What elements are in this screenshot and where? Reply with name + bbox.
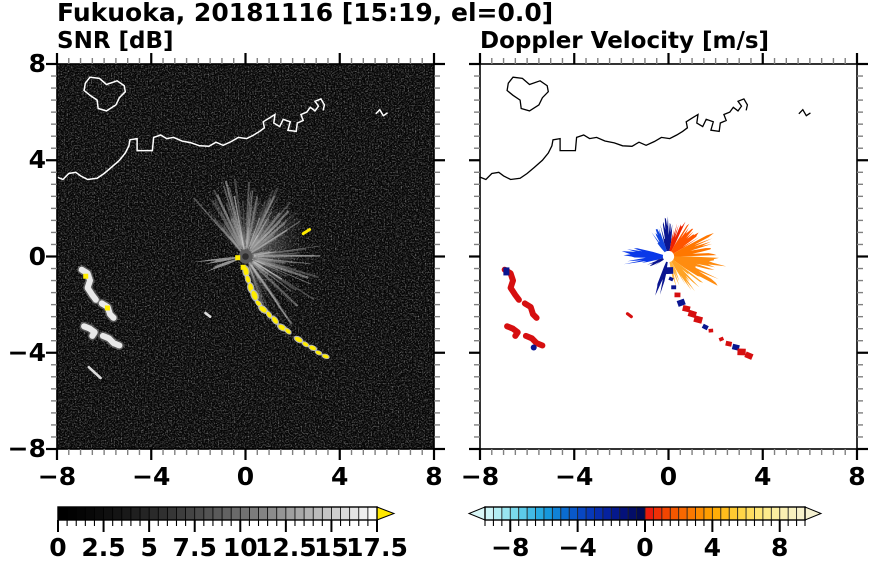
panel-title-vel: Doppler Velocity [m/s] bbox=[480, 28, 770, 54]
vel-colorbar-label: 0 bbox=[636, 533, 654, 562]
velocity-wedge bbox=[660, 216, 673, 257]
snr-colorbar-label: 2.5 bbox=[81, 533, 126, 562]
y-tick-label: −8 bbox=[7, 434, 46, 463]
coastline-main bbox=[56, 97, 326, 181]
panel-title-snr: SNR [dB] bbox=[57, 28, 174, 54]
velocity-wedge bbox=[647, 256, 669, 267]
velocity-wedges bbox=[621, 216, 727, 296]
snr-colorbar-label: 5 bbox=[140, 533, 158, 562]
coastline-main bbox=[479, 98, 749, 181]
velocity-wedge bbox=[668, 256, 727, 286]
panel-ticks bbox=[469, 53, 868, 460]
velocity-wedge bbox=[655, 256, 669, 296]
coastline-fragment bbox=[798, 108, 811, 117]
vel-echo-trail bbox=[664, 267, 754, 360]
x-tick-label-vel: −8 bbox=[460, 462, 500, 491]
x-tick-label-vel: 0 bbox=[659, 462, 678, 491]
snr-colorbar bbox=[57, 506, 396, 532]
coastline bbox=[479, 76, 811, 181]
left-wedge bbox=[192, 256, 246, 265]
vel-colorbar-label: −8 bbox=[491, 533, 530, 562]
snr-over-arrow bbox=[376, 506, 396, 521]
snr-colorbar-label: 12.5 bbox=[255, 533, 317, 562]
colorbars bbox=[57, 506, 823, 532]
y-tick-label: 8 bbox=[28, 49, 46, 78]
y-tick-label: 4 bbox=[28, 145, 46, 175]
figure-title: Fukuoka, 20181116 [15:19, el=0.0] bbox=[57, 0, 554, 27]
snr-colorbar-label: 0 bbox=[49, 533, 67, 562]
x-tick-label-snr: −8 bbox=[37, 462, 77, 491]
vel-colorbar-label: 4 bbox=[703, 533, 722, 562]
radar-center-hole bbox=[662, 250, 675, 263]
vel-colorbar-label: 8 bbox=[771, 533, 789, 562]
velocity-wedge bbox=[621, 248, 669, 265]
velocity-wedge bbox=[668, 221, 686, 257]
snr-colorbar-label: 10 bbox=[222, 533, 258, 562]
coastline bbox=[56, 76, 388, 181]
velocity-wedge bbox=[651, 228, 669, 257]
vel-colorbar bbox=[467, 506, 823, 532]
snr-colorbar-label: 17.5 bbox=[346, 533, 408, 562]
coastline-fragment bbox=[375, 108, 388, 117]
coastline-island bbox=[506, 76, 550, 112]
x-tick-label-vel: −4 bbox=[555, 462, 594, 491]
x-tick-label-vel: 8 bbox=[848, 462, 866, 491]
coastline-island bbox=[83, 76, 127, 112]
velocity-wedge bbox=[668, 233, 717, 257]
snr-colorbar-label: 7.5 bbox=[172, 533, 217, 562]
velocity-wedge bbox=[668, 256, 680, 288]
vel-under-arrow bbox=[467, 506, 486, 521]
y-tick-label: 0 bbox=[28, 241, 46, 271]
y-tick-label: −4 bbox=[7, 337, 46, 367]
panel-ticks bbox=[46, 53, 445, 460]
x-tick-label-snr: 4 bbox=[331, 462, 349, 491]
x-tick-label-vel: 4 bbox=[754, 462, 772, 491]
snr-echo-blobs bbox=[77, 228, 312, 380]
velocity-wedge bbox=[668, 223, 700, 257]
x-tick-label-snr: 8 bbox=[425, 462, 443, 491]
vel-colorbar-label: −4 bbox=[558, 533, 597, 562]
velocity-wedge bbox=[668, 256, 704, 292]
vel-over-arrow bbox=[804, 506, 823, 521]
snr-beam-fan bbox=[192, 178, 321, 325]
snr-colorbar-label: 15 bbox=[314, 533, 349, 562]
left-wedge bbox=[205, 256, 246, 273]
vel-red-echo-cluster bbox=[501, 266, 633, 351]
snr-map-panel bbox=[46, 53, 445, 460]
x-tick-label-snr: 0 bbox=[236, 462, 255, 491]
x-tick-label-snr: −4 bbox=[132, 462, 171, 491]
doppler-map-panel bbox=[469, 53, 868, 460]
